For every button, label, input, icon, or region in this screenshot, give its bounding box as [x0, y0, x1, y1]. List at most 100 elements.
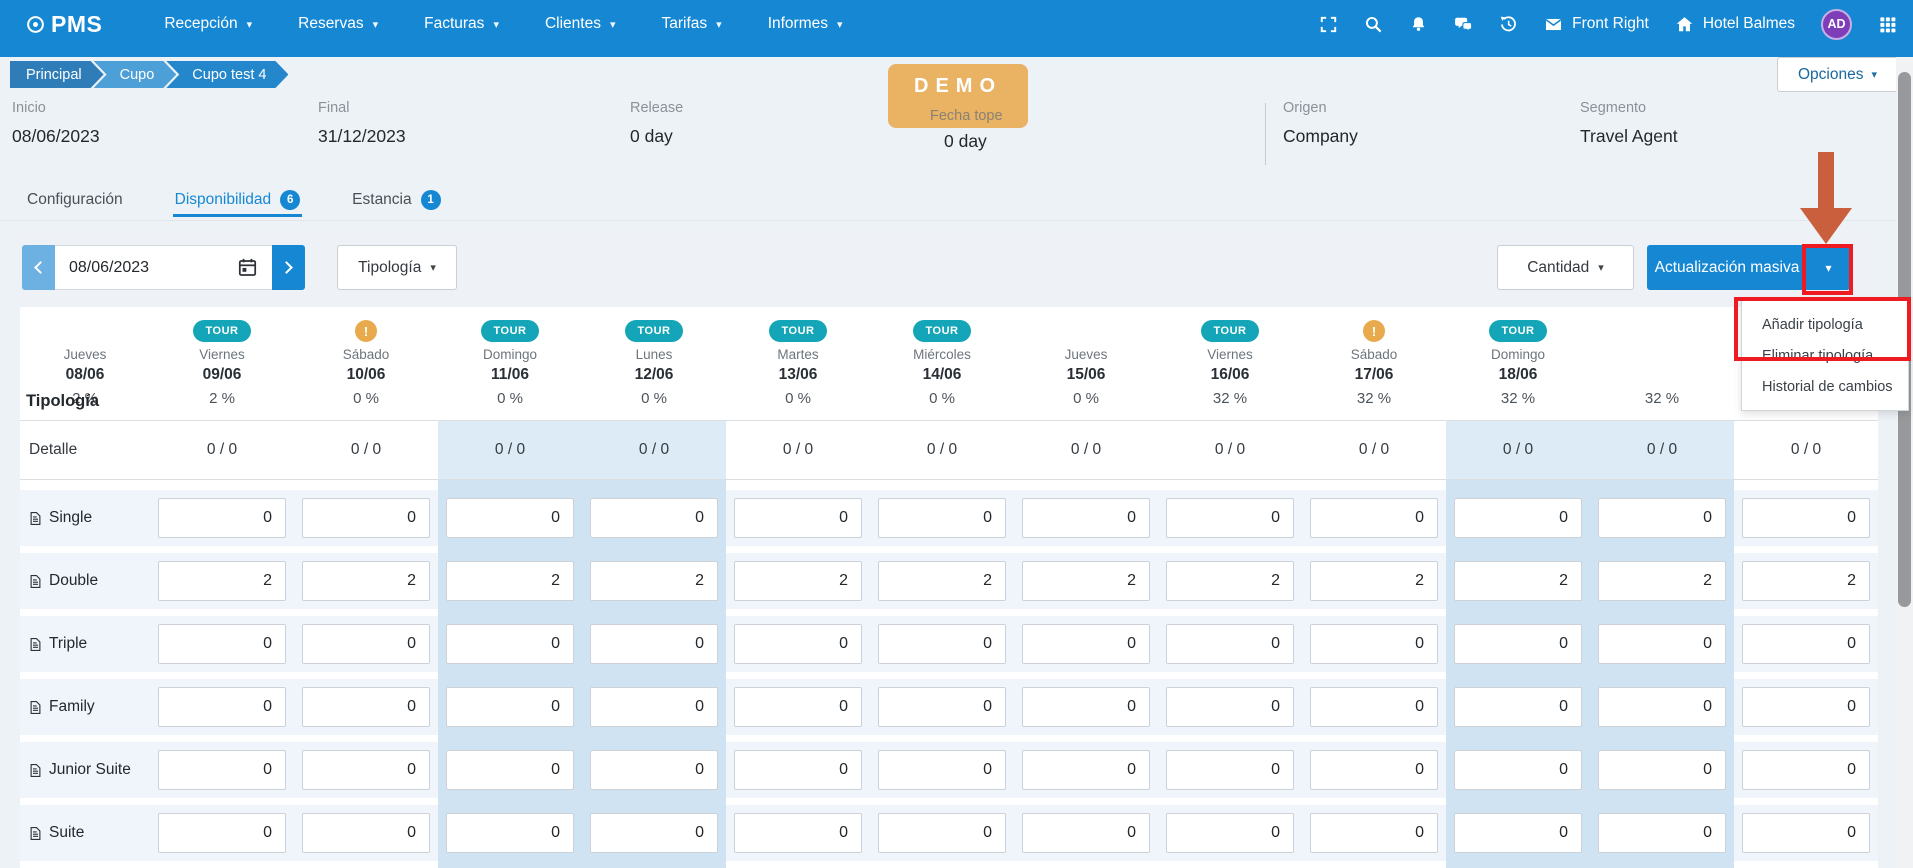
- tab-configuraci-n[interactable]: Configuración: [25, 186, 125, 217]
- availability-input-family[interactable]: [878, 687, 1006, 727]
- apps-grid-icon[interactable]: [1878, 15, 1897, 34]
- availability-input-family[interactable]: [1166, 687, 1294, 727]
- bulk-update-button[interactable]: Actualización masiva: [1654, 258, 1800, 276]
- availability-input-double[interactable]: [1022, 561, 1150, 601]
- availability-input-double[interactable]: [734, 561, 862, 601]
- availability-input-double[interactable]: [158, 561, 286, 601]
- availability-input-single[interactable]: [1022, 498, 1150, 538]
- app-logo[interactable]: PMS: [26, 11, 102, 38]
- availability-input-family[interactable]: [1310, 687, 1438, 727]
- availability-input-junior-suite[interactable]: [1310, 750, 1438, 790]
- calendar-icon[interactable]: [237, 257, 258, 278]
- availability-input-single[interactable]: [1598, 498, 1726, 538]
- availability-input-single[interactable]: [1310, 498, 1438, 538]
- availability-input-double[interactable]: [302, 561, 430, 601]
- availability-input-triple[interactable]: [1310, 624, 1438, 664]
- availability-input-junior-suite[interactable]: [734, 750, 862, 790]
- menu-item-a-adir-tipolog-a[interactable]: Añadir tipología: [1762, 316, 1863, 333]
- front-office-selector[interactable]: Front Right: [1544, 15, 1649, 34]
- breadcrumb-item-principal[interactable]: Principal: [10, 61, 104, 88]
- availability-input-single[interactable]: [1454, 498, 1582, 538]
- availability-input-single[interactable]: [158, 498, 286, 538]
- availability-input-suite[interactable]: [1454, 813, 1582, 853]
- availability-input-junior-suite[interactable]: [590, 750, 718, 790]
- nav-menu-facturas[interactable]: Facturas: [424, 15, 499, 33]
- availability-input-single[interactable]: [734, 498, 862, 538]
- chat-icon[interactable]: [1454, 15, 1473, 34]
- availability-input-family[interactable]: [1454, 687, 1582, 727]
- menu-item-eliminar-tipolog-a[interactable]: Eliminar tipología: [1762, 347, 1874, 364]
- availability-input-triple[interactable]: [158, 624, 286, 664]
- breadcrumb-item-cupo[interactable]: Cupo: [94, 61, 177, 88]
- availability-input-suite[interactable]: [878, 813, 1006, 853]
- availability-input-single[interactable]: [878, 498, 1006, 538]
- fullscreen-icon[interactable]: [1319, 15, 1338, 34]
- hotel-selector[interactable]: Hotel Balmes: [1675, 15, 1795, 34]
- history-icon[interactable]: [1499, 15, 1518, 34]
- availability-input-double[interactable]: [1310, 561, 1438, 601]
- availability-input-junior-suite[interactable]: [1742, 750, 1870, 790]
- availability-input-triple[interactable]: [1022, 624, 1150, 664]
- availability-input-suite[interactable]: [1022, 813, 1150, 853]
- availability-input-double[interactable]: [878, 561, 1006, 601]
- nav-menu-recepci-n[interactable]: Recepción: [164, 15, 252, 33]
- nav-menu-tarifas[interactable]: Tarifas: [662, 15, 722, 33]
- availability-input-triple[interactable]: [1598, 624, 1726, 664]
- availability-input-triple[interactable]: [1166, 624, 1294, 664]
- nav-menu-clientes[interactable]: Clientes: [545, 15, 616, 33]
- availability-input-family[interactable]: [590, 687, 718, 727]
- availability-input-double[interactable]: [1166, 561, 1294, 601]
- availability-input-junior-suite[interactable]: [1454, 750, 1582, 790]
- availability-input-double[interactable]: [1454, 561, 1582, 601]
- previous-date-button[interactable]: [22, 245, 55, 290]
- availability-input-junior-suite[interactable]: [1598, 750, 1726, 790]
- menu-item-historial-de-cambios[interactable]: Historial de cambios: [1762, 378, 1893, 395]
- availability-input-junior-suite[interactable]: [1022, 750, 1150, 790]
- availability-input-junior-suite[interactable]: [446, 750, 574, 790]
- availability-input-junior-suite[interactable]: [878, 750, 1006, 790]
- availability-input-triple[interactable]: [1454, 624, 1582, 664]
- availability-input-suite[interactable]: [446, 813, 574, 853]
- availability-input-family[interactable]: [1598, 687, 1726, 727]
- availability-input-suite[interactable]: [1598, 813, 1726, 853]
- availability-input-family[interactable]: [158, 687, 286, 727]
- availability-input-junior-suite[interactable]: [302, 750, 430, 790]
- availability-input-suite[interactable]: [590, 813, 718, 853]
- availability-input-suite[interactable]: [734, 813, 862, 853]
- availability-input-double[interactable]: [1742, 561, 1870, 601]
- availability-input-triple[interactable]: [878, 624, 1006, 664]
- availability-input-junior-suite[interactable]: [1166, 750, 1294, 790]
- availability-input-single[interactable]: [590, 498, 718, 538]
- breadcrumb-item-cupo-test-4[interactable]: Cupo test 4: [166, 61, 288, 88]
- nav-menu-informes[interactable]: Informes: [768, 15, 843, 33]
- availability-input-suite[interactable]: [302, 813, 430, 853]
- next-date-button[interactable]: [272, 245, 305, 290]
- availability-input-single[interactable]: [302, 498, 430, 538]
- availability-input-double[interactable]: [446, 561, 574, 601]
- cantidad-dropdown[interactable]: Cantidad: [1497, 245, 1634, 290]
- availability-input-suite[interactable]: [1742, 813, 1870, 853]
- availability-input-single[interactable]: [446, 498, 574, 538]
- availability-input-family[interactable]: [1022, 687, 1150, 727]
- tab-disponibilidad[interactable]: Disponibilidad 6: [172, 186, 303, 217]
- availability-input-triple[interactable]: [734, 624, 862, 664]
- availability-input-double[interactable]: [590, 561, 718, 601]
- availability-input-triple[interactable]: [1742, 624, 1870, 664]
- availability-input-family[interactable]: [734, 687, 862, 727]
- availability-input-junior-suite[interactable]: [158, 750, 286, 790]
- availability-input-triple[interactable]: [302, 624, 430, 664]
- availability-input-double[interactable]: [1598, 561, 1726, 601]
- options-button[interactable]: Opciones: [1777, 57, 1898, 92]
- user-avatar[interactable]: AD: [1821, 8, 1852, 40]
- bulk-update-caret-button[interactable]: ▾: [1825, 260, 1832, 275]
- tab-estancia[interactable]: Estancia 1: [350, 186, 442, 217]
- date-input[interactable]: 08/06/2023: [55, 245, 272, 290]
- availability-input-family[interactable]: [446, 687, 574, 727]
- tipologia-dropdown[interactable]: Tipología: [337, 245, 457, 290]
- notifications-bell-icon[interactable]: [1409, 15, 1428, 34]
- availability-input-suite[interactable]: [1310, 813, 1438, 853]
- availability-input-single[interactable]: [1166, 498, 1294, 538]
- nav-menu-reservas[interactable]: Reservas: [298, 15, 378, 33]
- availability-input-family[interactable]: [1742, 687, 1870, 727]
- availability-input-suite[interactable]: [158, 813, 286, 853]
